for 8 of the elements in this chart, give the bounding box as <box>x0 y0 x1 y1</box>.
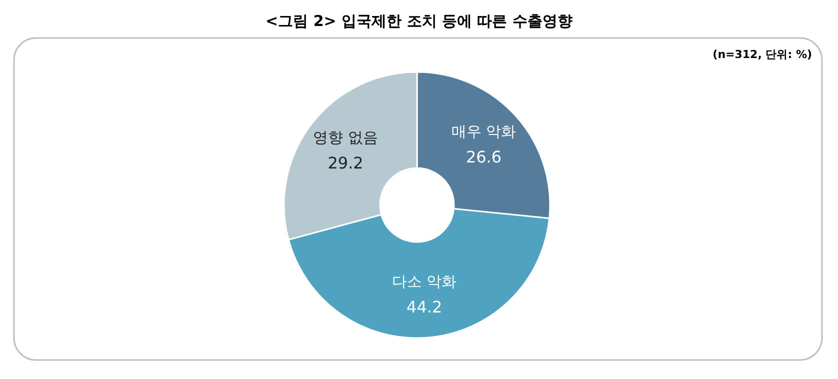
slice-label: 다소 악화 <box>392 272 457 291</box>
chart-title: <그림 2> 입국제한 조치 등에 따른 수출영향 <box>266 12 572 30</box>
slice-label: 영향 없음 <box>313 128 378 146</box>
text: (n=312, 단위: %) <box>712 48 812 61</box>
data-label: 29.2 <box>328 153 364 172</box>
slice-label: 매우 악화 <box>451 122 516 141</box>
data-label: 44.2 <box>406 298 442 317</box>
data-label: 26.6 <box>466 148 502 167</box>
